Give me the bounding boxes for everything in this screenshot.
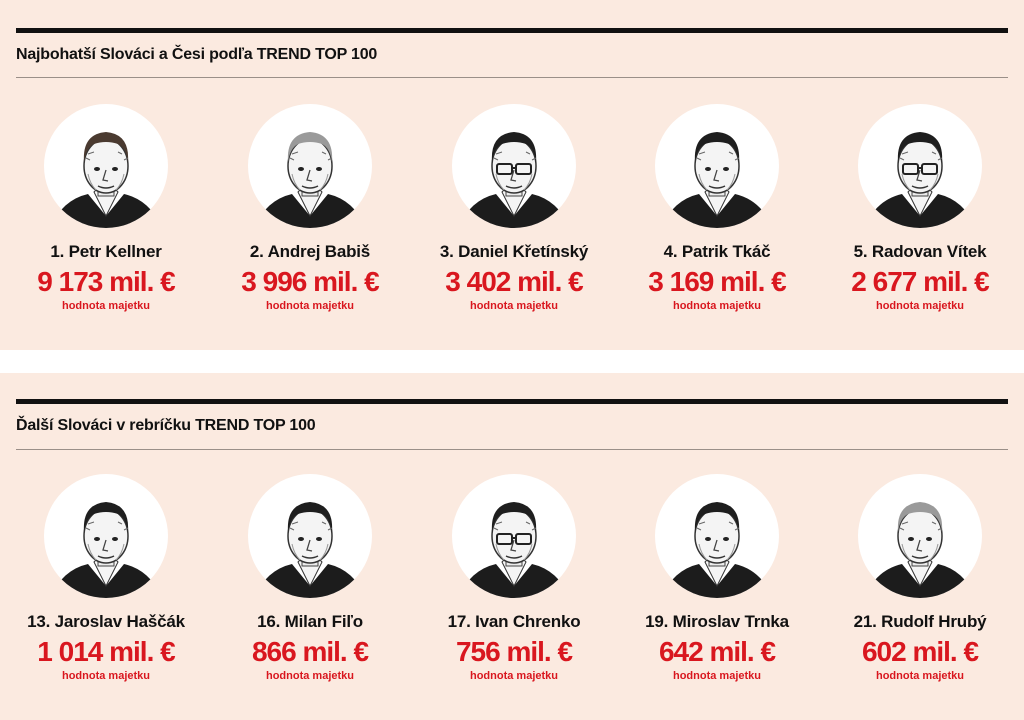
- person-card: 1. Petr Kellner 9 173 mil. € hodnota maj…: [11, 104, 201, 312]
- section-top-rule: [16, 28, 1008, 33]
- wealth-label: hodnota majetku: [672, 300, 761, 312]
- portrait-illustration: [858, 474, 982, 598]
- wealth-value: 602 mil. €: [861, 636, 979, 667]
- person-name: 3. Daniel Křetínský: [439, 242, 589, 261]
- person-name: 4. Patrik Tkáč: [663, 242, 771, 261]
- portrait-illustration: [248, 474, 372, 598]
- person-name: 16. Milan Fiľo: [257, 612, 363, 631]
- person-name: 17. Ivan Chrenko: [447, 612, 581, 631]
- bottom-section-panel: Ďalší Slováci v rebríčku TREND TOP 100 1…: [0, 373, 1024, 720]
- person-card: 21. Rudolf Hrubý 602 mil. € hodnota maje…: [825, 474, 1015, 682]
- wealth-label: hodnota majetku: [469, 300, 558, 312]
- wealth-value: 866 mil. €: [251, 636, 369, 667]
- section-top-rule: [16, 399, 1008, 404]
- wealth-label: hodnota majetku: [875, 670, 964, 682]
- portrait-illustration: [655, 104, 779, 228]
- person-card: 3. Daniel Křetínský 3 402 mil. € hodnota…: [419, 104, 609, 312]
- wealth-label: hodnota majetku: [61, 670, 150, 682]
- person-card: 4. Patrik Tkáč 3 169 mil. € hodnota maje…: [622, 104, 812, 312]
- wealth-label: hodnota majetku: [61, 300, 150, 312]
- wealth-value: 3 996 mil. €: [241, 266, 379, 297]
- person-card: 17. Ivan Chrenko 756 mil. € hodnota maje…: [419, 474, 609, 682]
- person-name: 19. Miroslav Trnka: [645, 612, 789, 631]
- section-divider: [16, 77, 1008, 78]
- wealth-label: hodnota majetku: [672, 670, 761, 682]
- person-card: 16. Milan Fiľo 866 mil. € hodnota majetk…: [215, 474, 405, 682]
- person-name: 1. Petr Kellner: [50, 242, 162, 261]
- section-title: Ďalší Slováci v rebríčku TREND TOP 100: [16, 417, 316, 434]
- person-name: 2. Andrej Babiš: [249, 242, 371, 261]
- portrait-illustration: [248, 104, 372, 228]
- person-card: 13. Jaroslav Haščák 1 014 mil. € hodnota…: [11, 474, 201, 682]
- person-card: 19. Miroslav Trnka 642 mil. € hodnota ma…: [622, 474, 812, 682]
- wealth-value: 3 169 mil. €: [648, 266, 786, 297]
- section-title: Najbohatší Slováci a Česi podľa TREND TO…: [16, 46, 378, 63]
- portrait-illustration: [655, 474, 779, 598]
- person-name: 13. Jaroslav Haščák: [27, 612, 185, 631]
- portrait-illustration: [452, 474, 576, 598]
- wealth-value: 3 402 mil. €: [445, 266, 583, 297]
- wealth-label: hodnota majetku: [469, 670, 558, 682]
- portrait-illustration: [44, 104, 168, 228]
- top-section-panel: Najbohatší Slováci a Česi podľa TREND TO…: [0, 0, 1024, 350]
- portrait-illustration: [452, 104, 576, 228]
- wealth-value: 9 173 mil. €: [37, 266, 175, 297]
- wealth-label: hodnota majetku: [875, 300, 964, 312]
- person-name: 5. Radovan Vítek: [853, 242, 987, 261]
- person-name: 21. Rudolf Hrubý: [853, 612, 987, 631]
- wealth-label: hodnota majetku: [265, 670, 354, 682]
- wealth-value: 642 mil. €: [658, 636, 776, 667]
- person-card: 5. Radovan Vítek 2 677 mil. € hodnota ma…: [825, 104, 1015, 312]
- wealth-value: 756 mil. €: [455, 636, 573, 667]
- wealth-value: 1 014 mil. €: [37, 636, 175, 667]
- wealth-value: 2 677 mil. €: [851, 266, 989, 297]
- section-divider: [16, 449, 1008, 450]
- portrait-illustration: [44, 474, 168, 598]
- wealth-label: hodnota majetku: [265, 300, 354, 312]
- person-card: 2. Andrej Babiš 3 996 mil. € hodnota maj…: [215, 104, 405, 312]
- portrait-illustration: [858, 104, 982, 228]
